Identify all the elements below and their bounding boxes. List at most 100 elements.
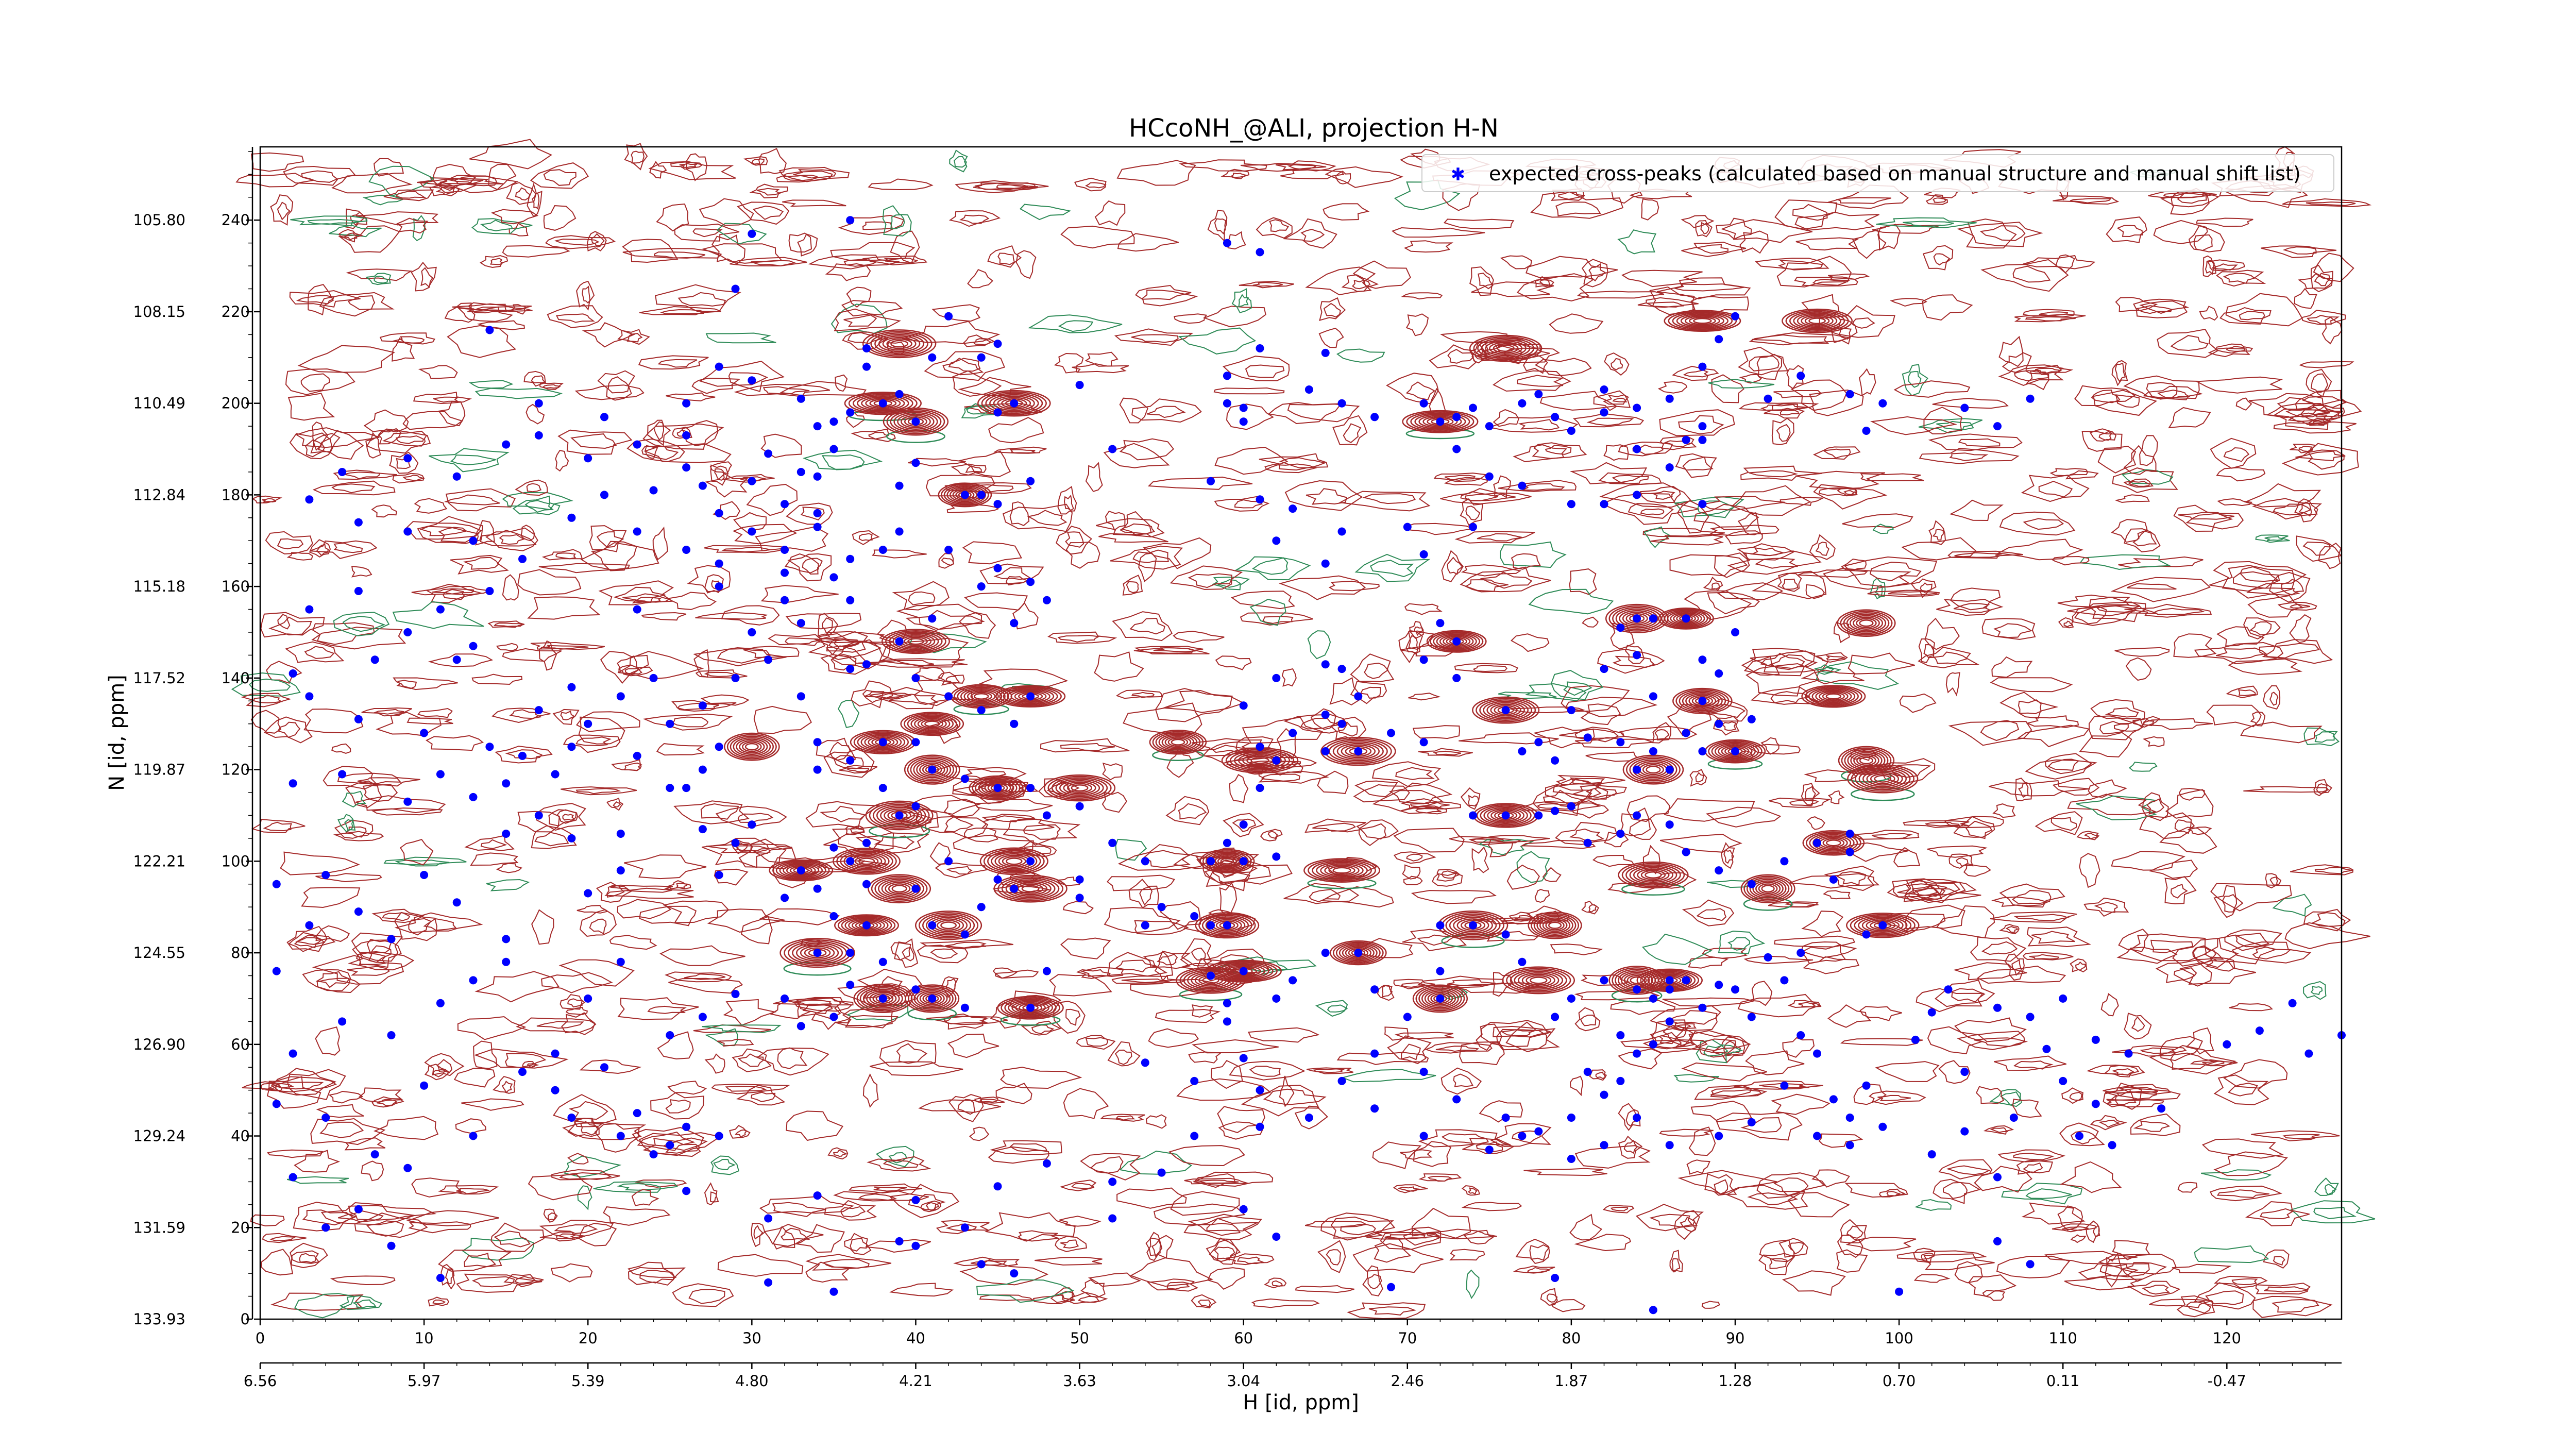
noise-contour <box>286 552 313 561</box>
noise-contour <box>1138 552 1157 582</box>
noise-contour <box>347 295 376 310</box>
noise-contour <box>788 232 812 253</box>
noise-contour <box>1107 1041 1141 1067</box>
noise-contour <box>1625 1109 1637 1127</box>
expected-peak-marker <box>1321 348 1330 357</box>
expected-peak-marker <box>1026 1003 1035 1012</box>
noise-contour <box>902 947 914 962</box>
expected-peak-marker <box>567 743 576 751</box>
noise-contour <box>852 530 880 545</box>
noise-contour <box>1309 889 1341 902</box>
noise-contour <box>2251 1130 2340 1141</box>
noise-contour <box>2052 555 2090 566</box>
noise-contour <box>1684 590 1752 620</box>
noise-contour <box>1304 818 1366 833</box>
noise-contour <box>2194 1282 2256 1310</box>
noise-contour <box>1673 1022 1697 1031</box>
noise-contour <box>1065 1008 1081 1026</box>
noise-contour <box>1432 872 1463 887</box>
noise-contour <box>1260 829 1283 841</box>
peak-contour <box>1063 781 1096 795</box>
peak-contour <box>1490 703 1521 717</box>
noise-contour <box>1352 279 1371 290</box>
expected-peak-marker <box>748 628 756 636</box>
noise-contour <box>2238 689 2257 696</box>
noise-contour <box>505 182 537 205</box>
noise-contour <box>834 1015 899 1029</box>
noise-contour <box>1057 635 1100 643</box>
peak-contour <box>1412 984 1468 1013</box>
noise-contour <box>1815 542 1829 556</box>
noise-contour <box>2245 1201 2310 1226</box>
peak-contour <box>887 810 911 821</box>
noise-contour <box>2027 926 2092 948</box>
noise-contour <box>1115 1115 1136 1121</box>
peak-contour <box>938 482 992 508</box>
noise-contour <box>423 918 457 931</box>
noise-contour <box>1936 598 2004 616</box>
noise-contour <box>1447 979 1496 986</box>
noise-contour <box>312 622 375 645</box>
noise-contour <box>1958 438 2001 447</box>
peak-contour <box>1330 940 1387 966</box>
noise-contour <box>2314 1177 2339 1196</box>
noise-contour <box>2016 724 2090 748</box>
noise-contour <box>1281 668 1297 687</box>
noise-contour <box>1818 1133 1863 1148</box>
peak-contour <box>872 803 926 828</box>
noise-contour <box>2302 541 2331 556</box>
noise-contour <box>373 1116 439 1140</box>
noise-contour <box>1773 1177 1809 1197</box>
expected-peak-marker <box>862 344 871 352</box>
noise-contour <box>1786 365 1804 390</box>
noise-contour <box>700 803 739 820</box>
noise-contour <box>1790 379 1848 411</box>
noise-contour <box>908 1193 946 1211</box>
noise-contour <box>865 1239 931 1253</box>
peak-contour <box>1055 779 1104 798</box>
noise-contour <box>1617 229 1657 255</box>
expected-peak-marker <box>1108 1214 1117 1223</box>
expected-peak-marker <box>1157 903 1166 912</box>
expected-peak-marker <box>1731 985 1739 994</box>
peak-contour <box>1846 913 1920 938</box>
peak-contour <box>1542 919 1568 932</box>
noise-contour <box>456 1188 489 1194</box>
noise-contour <box>469 139 552 170</box>
noise-contour <box>373 709 404 715</box>
noise-contour <box>691 377 741 394</box>
noise-contour <box>2252 1295 2333 1318</box>
noise-contour <box>568 1101 608 1120</box>
noise-contour <box>2110 577 2211 602</box>
expected-peak-marker <box>1993 422 2002 431</box>
noise-contour <box>1493 972 1514 997</box>
noise-contour <box>626 438 685 463</box>
peak-contour <box>883 407 949 436</box>
noise-contour <box>467 302 507 314</box>
noise-contour <box>270 194 294 226</box>
noise-contour <box>2149 1044 2237 1075</box>
peak-contour <box>1640 870 1666 880</box>
noise-contour <box>1500 1029 1535 1036</box>
peak-contour <box>1483 700 1529 720</box>
noise-contour <box>657 359 698 368</box>
x-tick-label: 70 <box>1398 1329 1417 1347</box>
expected-peak-marker <box>1534 811 1543 820</box>
noise-contour <box>561 786 637 796</box>
expected-peak-marker <box>1223 239 1231 247</box>
noise-contour <box>307 218 360 225</box>
expected-peak-marker <box>1600 1090 1608 1099</box>
noise-contour <box>1727 550 1822 575</box>
noise-contour <box>1643 526 1671 548</box>
noise-contour <box>1103 443 1170 468</box>
noise-contour <box>277 614 291 630</box>
peak-contour <box>1427 991 1453 1005</box>
noise-contour <box>2216 1189 2269 1198</box>
expected-peak-marker <box>1436 619 1445 628</box>
expected-peak-marker <box>1304 385 1313 394</box>
noise-contour <box>1493 409 1519 427</box>
peak-contour <box>1433 632 1481 651</box>
noise-contour <box>1980 259 2069 292</box>
noise-contour <box>717 648 771 664</box>
expected-peak-marker <box>633 605 641 614</box>
